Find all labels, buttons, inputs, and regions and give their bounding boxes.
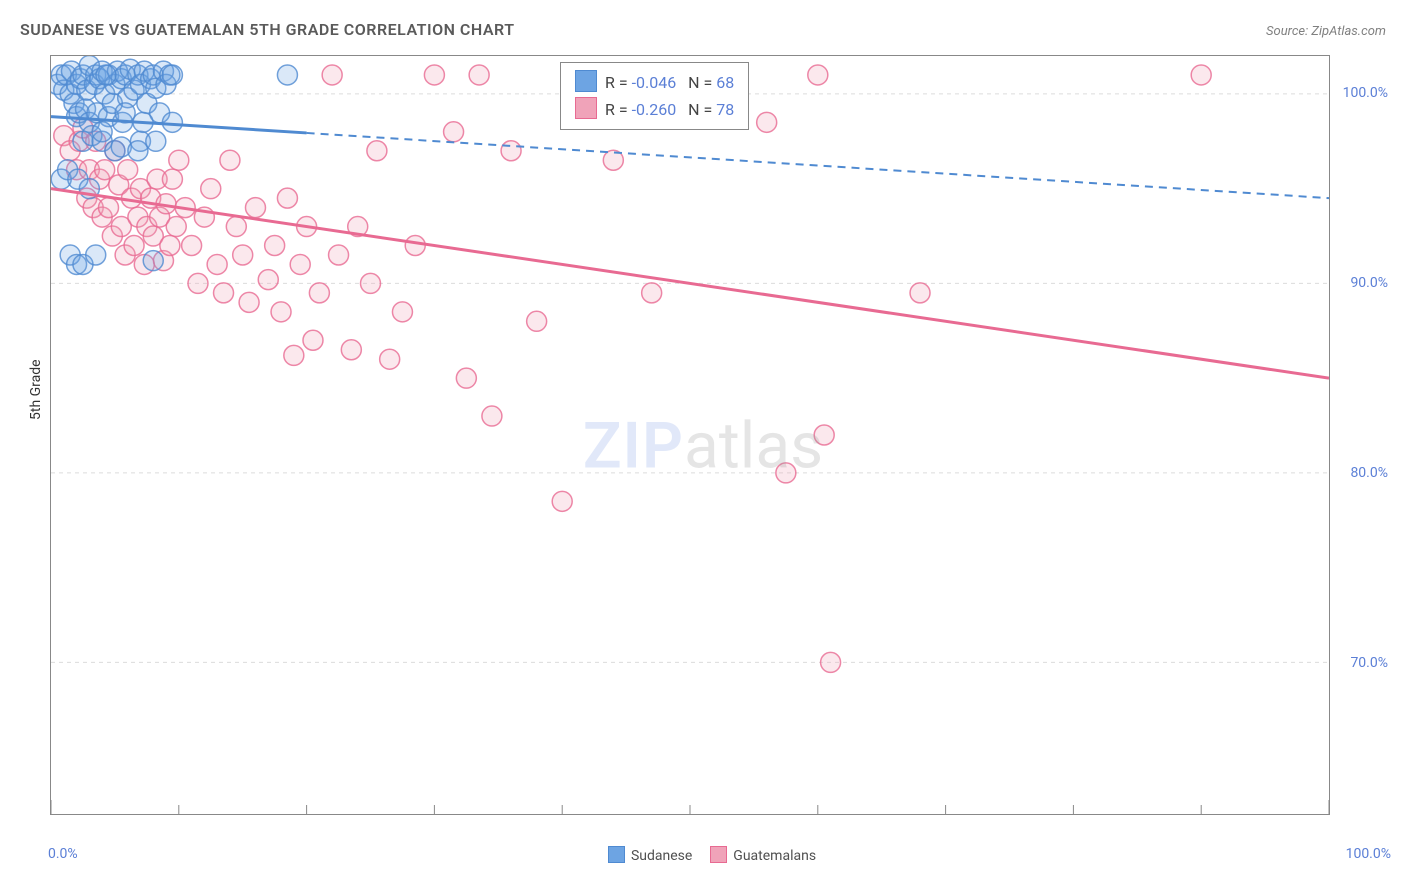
source-label: Source: ZipAtlas.com <box>1266 24 1386 39</box>
legend-swatch-icon <box>710 846 727 863</box>
r-value: -0.046 <box>632 73 677 92</box>
chart-title: SUDANESE VS GUATEMALAN 5TH GRADE CORRELA… <box>20 20 515 39</box>
y-tick-label: 80.0% <box>1350 465 1388 481</box>
stats-row: R = -0.046 N = 68 <box>575 69 734 96</box>
legend-label: Guatemalans <box>733 848 816 864</box>
n-value: 68 <box>716 73 734 92</box>
scatter-plot-svg <box>51 56 1329 814</box>
y-tick-label: 100.0% <box>1343 85 1388 101</box>
y-tick-label: 70.0% <box>1350 655 1388 671</box>
legend-swatch-icon <box>575 97 597 119</box>
stats-legend-box: R = -0.046 N = 68R = -0.260 N = 78 <box>560 62 749 130</box>
r-value: -0.260 <box>632 100 677 119</box>
legend-label: Sudanese <box>631 848 692 864</box>
plot-area <box>50 55 1330 815</box>
y-axis-label: 5th Grade <box>28 359 44 420</box>
header: SUDANESE VS GUATEMALAN 5TH GRADE CORRELA… <box>20 20 1386 50</box>
legend-swatch-icon <box>575 70 597 92</box>
stats-row: R = -0.260 N = 78 <box>575 96 734 123</box>
n-value: 78 <box>716 100 734 119</box>
legend-swatch-icon <box>608 846 625 863</box>
y-tick-label: 90.0% <box>1350 275 1388 291</box>
bottom-legend: Sudanese Guatemalans <box>0 846 1406 864</box>
